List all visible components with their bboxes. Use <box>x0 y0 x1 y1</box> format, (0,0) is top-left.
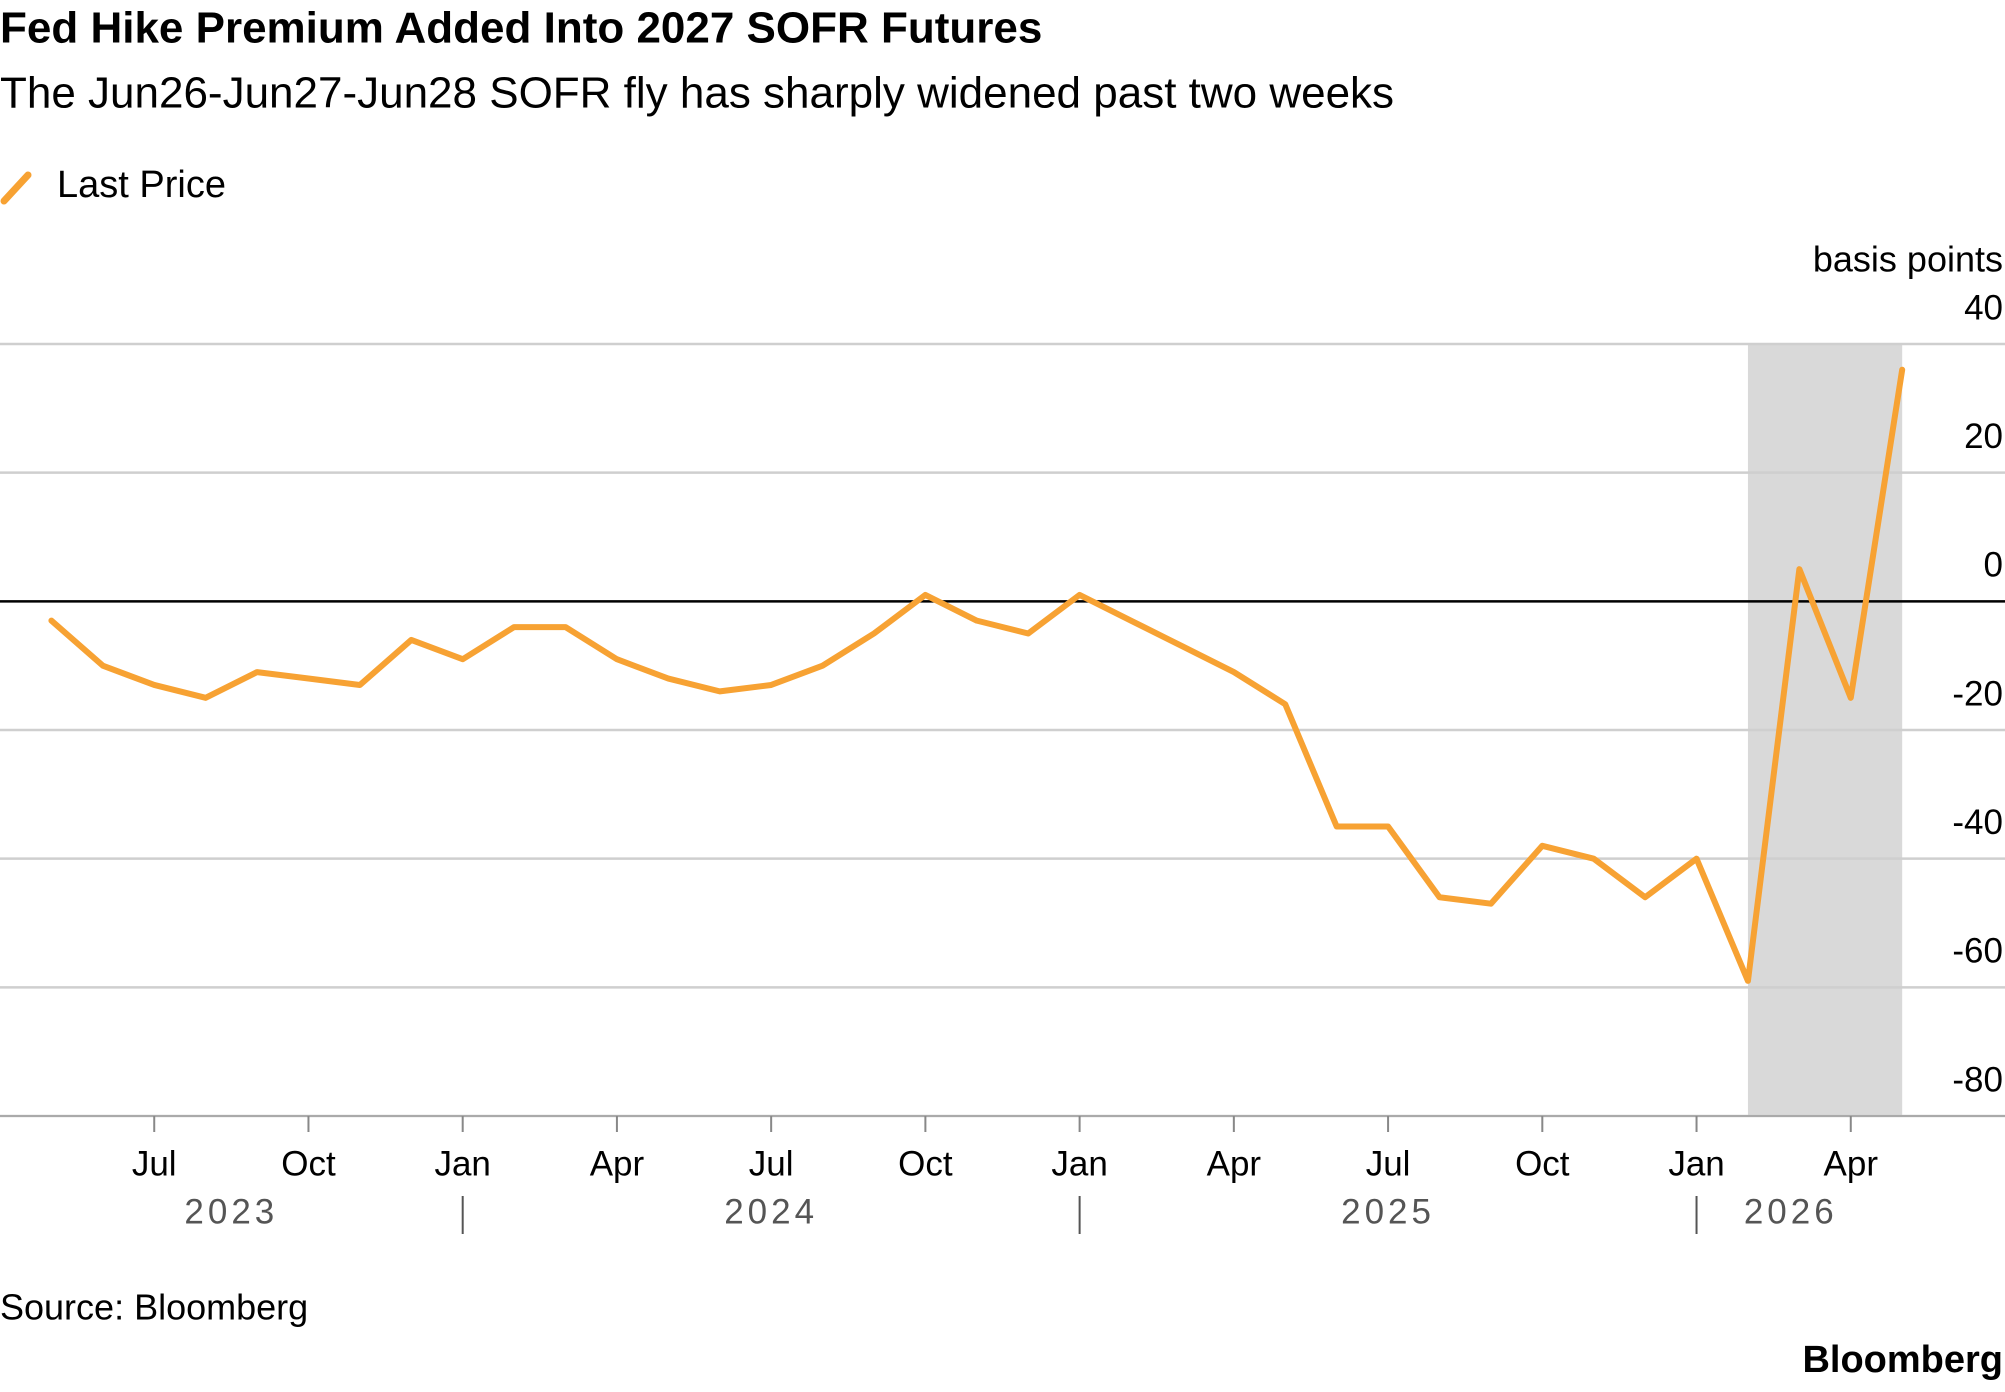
year-label: 2023 <box>184 1192 278 1231</box>
x-tick-label: Jan <box>434 1144 490 1183</box>
chart-title: Fed Hike Premium Added Into 2027 SOFR Fu… <box>0 4 1042 53</box>
y-tick-label: -80 <box>1952 1060 2003 1099</box>
year-label: 2025 <box>1341 1192 1435 1231</box>
brand: Bloomberg <box>1802 1339 2003 1381</box>
x-tick-label: Jul <box>1366 1144 1411 1183</box>
x-tick-label: Oct <box>1515 1144 1570 1183</box>
year-label: 2024 <box>724 1192 818 1231</box>
year-label: 2026 <box>1744 1192 1838 1231</box>
legend-label: Last Price <box>57 164 226 206</box>
x-tick-label: Jan <box>1051 1144 1107 1183</box>
x-tick-label: Oct <box>281 1144 336 1183</box>
y-tick-label: -20 <box>1952 674 2003 713</box>
data-line <box>48 366 1906 984</box>
x-tick-label: Apr <box>590 1144 645 1183</box>
chart-subtitle: The Jun26-Jun27-Jun28 SOFR fly has sharp… <box>0 69 1394 118</box>
y-tick-label: 40 <box>1964 288 2003 327</box>
legend-swatch <box>0 171 32 205</box>
x-tick-label: Jul <box>749 1144 794 1183</box>
source: Source: Bloomberg <box>0 1287 308 1328</box>
y-tick-label: -40 <box>1952 803 2003 842</box>
y-axis-label: basis points <box>1813 239 2003 280</box>
y-tick-label: -60 <box>1952 932 2003 971</box>
x-tick-label: Oct <box>898 1144 953 1183</box>
x-tick-label: Jul <box>132 1144 177 1183</box>
x-tick-label: Apr <box>1824 1144 1879 1183</box>
x-tick-label: Apr <box>1207 1144 1262 1183</box>
y-tick-label: 20 <box>1964 417 2003 456</box>
x-tick-label: Jan <box>1668 1144 1724 1183</box>
y-tick-label: 0 <box>1984 546 2003 585</box>
